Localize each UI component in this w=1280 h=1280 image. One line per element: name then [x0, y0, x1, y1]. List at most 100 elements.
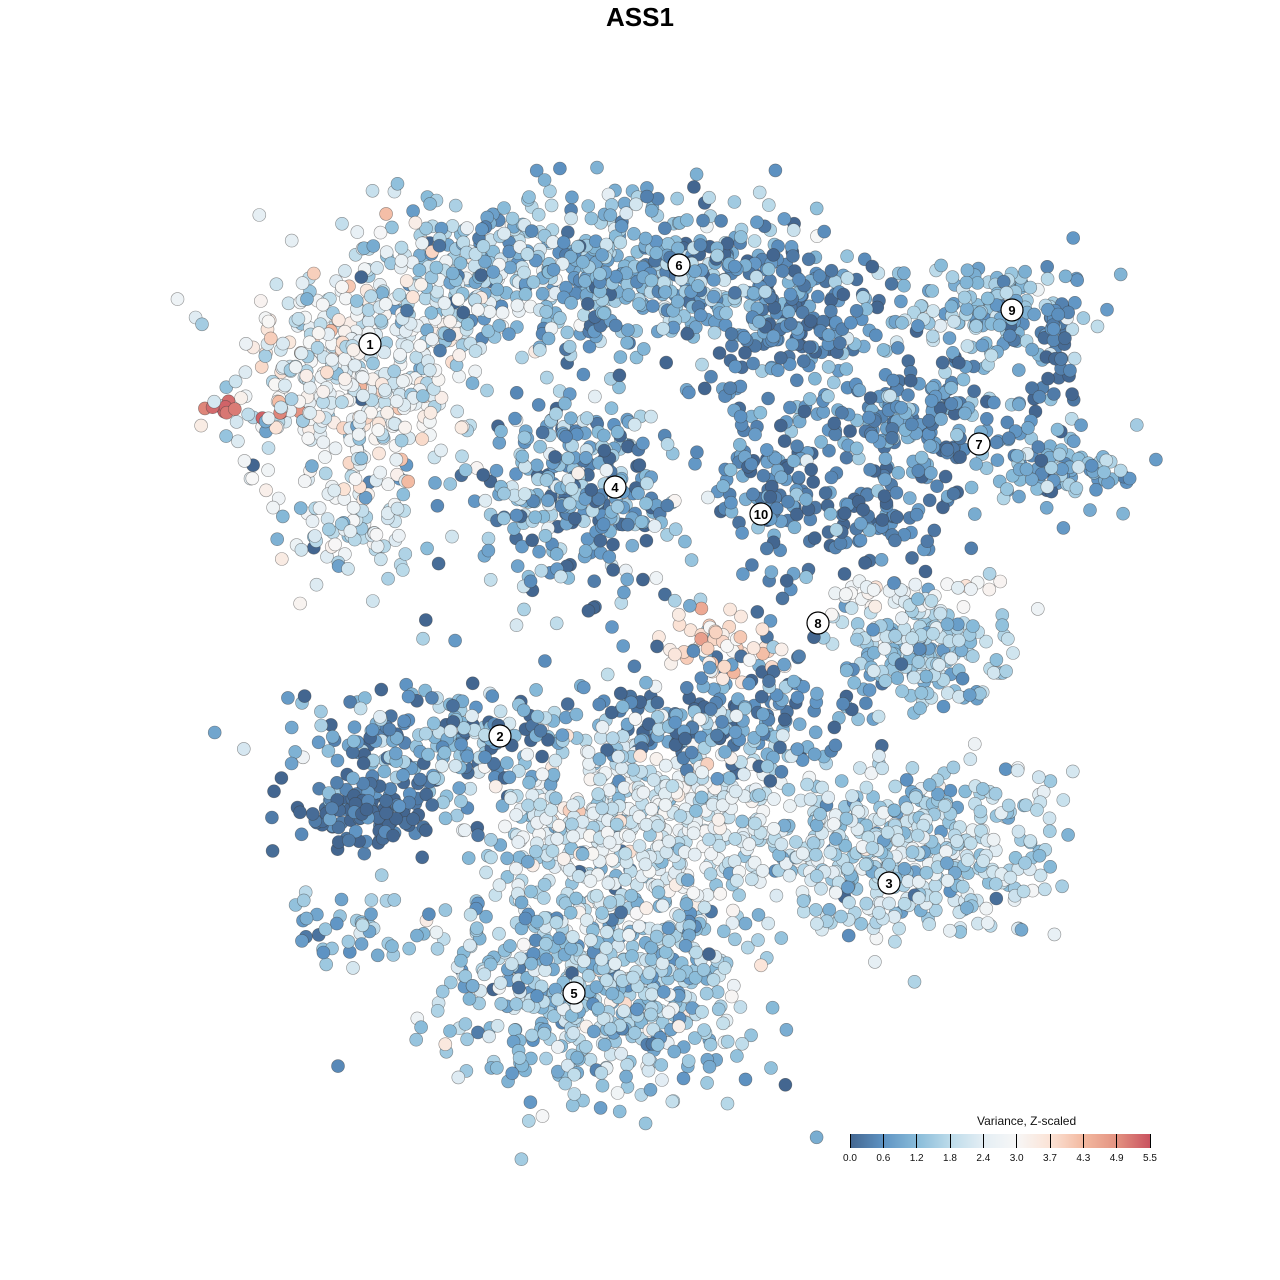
data-point: [1023, 834, 1038, 848]
data-point: [594, 1066, 609, 1080]
data-point: [626, 970, 640, 985]
data-point: [553, 569, 568, 584]
data-point: [580, 297, 595, 311]
data-point: [451, 292, 466, 307]
data-point: [421, 747, 435, 762]
data-point: [714, 214, 728, 228]
data-point: [586, 1024, 601, 1039]
data-point: [539, 952, 554, 967]
data-point: [446, 698, 460, 713]
cluster-label-text: 5: [570, 986, 577, 1001]
data-point: [522, 190, 536, 204]
cluster-label-9: 9: [1000, 298, 1024, 322]
data-point: [889, 485, 904, 500]
data-point: [195, 317, 209, 332]
data-point: [963, 752, 978, 767]
legend-tick-mark: [1049, 1134, 1051, 1148]
data-point: [645, 299, 660, 313]
data-point: [787, 520, 802, 535]
data-point: [610, 425, 625, 439]
data-point: [539, 370, 554, 385]
data-point: [905, 551, 919, 565]
data-point: [593, 533, 608, 548]
data-point: [1014, 922, 1029, 937]
data-point: [947, 314, 961, 329]
data-point: [706, 973, 721, 987]
data-point: [686, 644, 701, 658]
data-point: [783, 799, 797, 813]
data-point: [940, 442, 955, 457]
data-point: [568, 511, 582, 526]
data-point: [853, 516, 868, 531]
data-point: [829, 522, 844, 537]
data-point: [1055, 879, 1069, 894]
data-point: [535, 286, 550, 301]
data-point: [706, 289, 721, 304]
data-point: [839, 362, 854, 376]
data-point: [803, 392, 817, 406]
data-point: [740, 940, 755, 955]
data-point: [494, 996, 509, 1011]
data-point: [493, 704, 508, 719]
data-point: [310, 340, 325, 355]
data-point: [688, 970, 703, 985]
data-point: [932, 658, 946, 672]
data-point: [373, 465, 388, 480]
data-point: [717, 659, 732, 674]
legend-tick-label: 5.5: [1143, 1153, 1157, 1164]
data-point: [631, 486, 645, 501]
data-point: [261, 463, 275, 478]
data-point: [742, 653, 757, 667]
data-point: [621, 323, 635, 337]
data-point: [488, 779, 503, 794]
data-point: [517, 487, 532, 501]
data-point: [792, 272, 806, 287]
data-point: [370, 261, 384, 275]
data-point: [827, 720, 842, 735]
data-point: [814, 881, 828, 896]
data-point: [858, 857, 873, 872]
data-point: [735, 526, 749, 540]
data-point: [346, 500, 361, 515]
data-point: [755, 863, 770, 878]
data-point: [409, 1032, 424, 1047]
data-point: [541, 493, 555, 508]
data-point: [786, 249, 800, 263]
data-point: [584, 211, 599, 226]
data-point: [875, 761, 890, 776]
data-point: [1042, 811, 1057, 826]
data-point: [710, 771, 725, 786]
data-point: [767, 792, 781, 806]
data-point: [865, 429, 880, 444]
data-point: [303, 406, 317, 420]
data-point: [751, 908, 766, 922]
data-point: [389, 394, 404, 409]
data-point: [486, 265, 501, 279]
data-point: [715, 714, 729, 729]
data-point: [802, 340, 817, 354]
data-point: [346, 961, 360, 975]
data-point: [919, 865, 934, 880]
data-point: [276, 336, 290, 351]
data-point: [343, 524, 358, 538]
data-point: [194, 418, 208, 433]
data-point: [895, 316, 909, 330]
cluster-label-text: 9: [1008, 303, 1015, 318]
data-point: [895, 611, 909, 626]
data-point: [419, 823, 433, 838]
data-point: [576, 680, 591, 695]
data-point: [953, 450, 967, 465]
data-point: [385, 220, 399, 235]
data-point: [495, 305, 510, 320]
data-point: [877, 641, 892, 656]
data-point: [850, 632, 864, 647]
data-point: [650, 695, 665, 710]
data-point: [610, 1086, 625, 1100]
data-point: [914, 686, 929, 700]
data-point: [309, 577, 324, 592]
data-point: [438, 1037, 453, 1051]
data-point: [477, 967, 492, 982]
data-point: [476, 468, 491, 482]
data-point: [964, 582, 978, 596]
data-point: [914, 450, 929, 465]
